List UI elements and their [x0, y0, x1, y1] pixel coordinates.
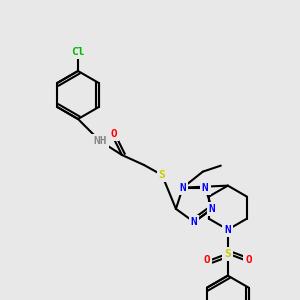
- Text: N: N: [179, 183, 186, 193]
- Text: S: S: [159, 170, 165, 180]
- Text: N: N: [209, 204, 215, 214]
- Text: O: O: [203, 255, 210, 265]
- Text: N: N: [202, 183, 208, 193]
- Text: N: N: [190, 217, 197, 227]
- Text: O: O: [245, 255, 252, 265]
- Text: S: S: [224, 249, 231, 259]
- Text: N: N: [224, 225, 231, 235]
- Text: NH: NH: [93, 136, 107, 146]
- Text: O: O: [111, 129, 117, 139]
- Text: Cl: Cl: [71, 47, 85, 57]
